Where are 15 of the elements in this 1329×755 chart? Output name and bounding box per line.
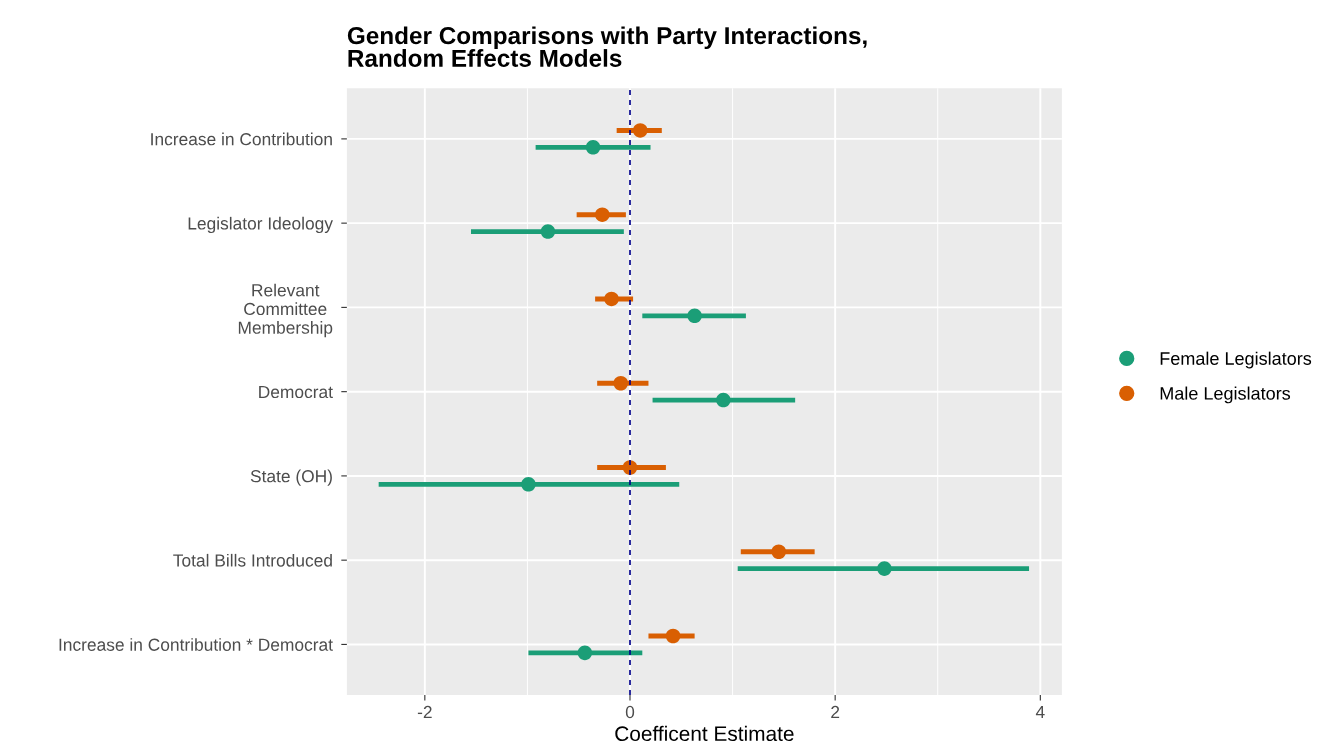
- x-tick-label: 2: [831, 705, 840, 718]
- y-tick-label: Increase in Contribution * Democrat: [59, 638, 333, 651]
- x-tick-label: -2: [417, 705, 432, 718]
- chart-title: Gender Comparisons with Party Interactions, Random Effects Models: [347, 26, 867, 67]
- x-tick-label: 0: [625, 705, 635, 719]
- y-tick-label: Legislator Ideology: [188, 216, 333, 234]
- x-tick-label: 4: [1035, 706, 1045, 718]
- y-tick-label: Democrat: [259, 386, 333, 399]
- y-tick-label: State (OH): [250, 469, 332, 486]
- legend-label: Female Legislators: [1160, 351, 1312, 369]
- y-tick-label: Relevant Committee Membership: [238, 283, 333, 338]
- y-tick-label: Total Bills Introduced: [173, 553, 332, 567]
- legend-label: Male Legislators: [1160, 386, 1291, 404]
- y-tick-label: Increase in Contribution: [151, 132, 332, 146]
- x-axis-title: Coefficent Estimate: [615, 725, 794, 742]
